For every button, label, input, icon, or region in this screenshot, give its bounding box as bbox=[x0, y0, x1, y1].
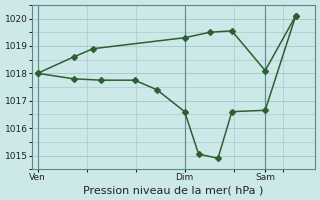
X-axis label: Pression niveau de la mer( hPa ): Pression niveau de la mer( hPa ) bbox=[84, 185, 264, 195]
